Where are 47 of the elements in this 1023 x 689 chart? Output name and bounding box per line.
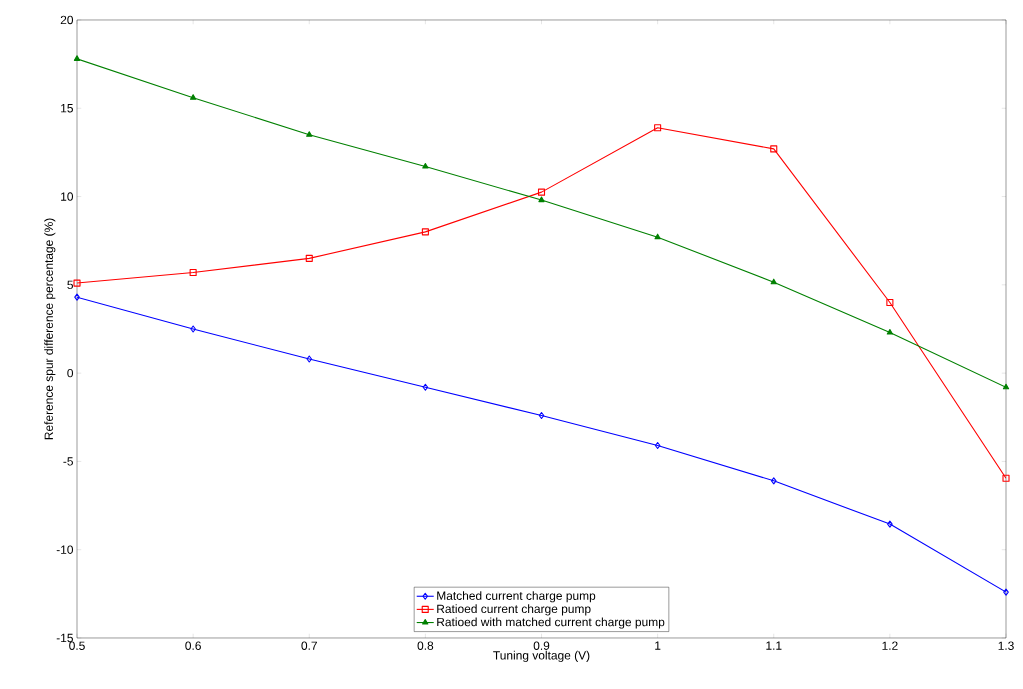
- legend-label: Ratioed current charge pump: [437, 604, 591, 616]
- point: [886, 328, 894, 335]
- legend-label: Matched current charge pump: [437, 591, 596, 603]
- point: [421, 228, 429, 236]
- y-tick-label: -15: [56, 633, 73, 643]
- point: [1002, 383, 1010, 390]
- point: [770, 145, 778, 153]
- y-tick-label: 20: [60, 15, 74, 25]
- x-tick-label: 1.1: [766, 641, 782, 650]
- y-tick-label: -10: [56, 545, 74, 554]
- y-tick-label: 10: [61, 192, 74, 201]
- point: [189, 94, 197, 100]
- point: [654, 124, 662, 132]
- point: [73, 279, 81, 287]
- point: [422, 162, 429, 169]
- point: [189, 268, 197, 277]
- point: [306, 131, 313, 137]
- y-tick-label: -5: [63, 457, 73, 466]
- x-tick-label: 1.3: [998, 641, 1014, 650]
- point: [190, 325, 196, 333]
- point: [305, 254, 313, 262]
- point: [886, 298, 894, 307]
- y-tick-label: 15: [61, 104, 73, 113]
- x-tick-label: 0.9: [533, 641, 550, 650]
- point: [1002, 474, 1010, 482]
- y-axis-title: Reference spur difference percentage (%): [44, 218, 56, 440]
- point: [538, 196, 545, 203]
- point: [654, 441, 661, 450]
- point: [306, 355, 313, 363]
- x-tick-label: 0.7: [301, 641, 317, 650]
- legend-label: Ratioed with matched current charge pump: [437, 617, 665, 629]
- y-tick-label: 5: [67, 280, 73, 290]
- x-tick-label: 0.5: [69, 641, 85, 650]
- point: [422, 383, 429, 391]
- x-tick-label: 0.8: [417, 641, 434, 650]
- point: [887, 520, 893, 528]
- y-tick-label: 0: [67, 368, 74, 378]
- point: [770, 477, 777, 485]
- point: [537, 188, 546, 196]
- point: [770, 278, 777, 285]
- point: [73, 55, 81, 61]
- x-tick-label: 1.2: [882, 641, 898, 650]
- point: [538, 411, 545, 420]
- x-axis-title: Tuning voltage (V): [493, 650, 590, 662]
- x-tick-label: 1: [655, 641, 661, 650]
- point: [654, 233, 661, 240]
- x-tick-label: 0.6: [185, 641, 201, 650]
